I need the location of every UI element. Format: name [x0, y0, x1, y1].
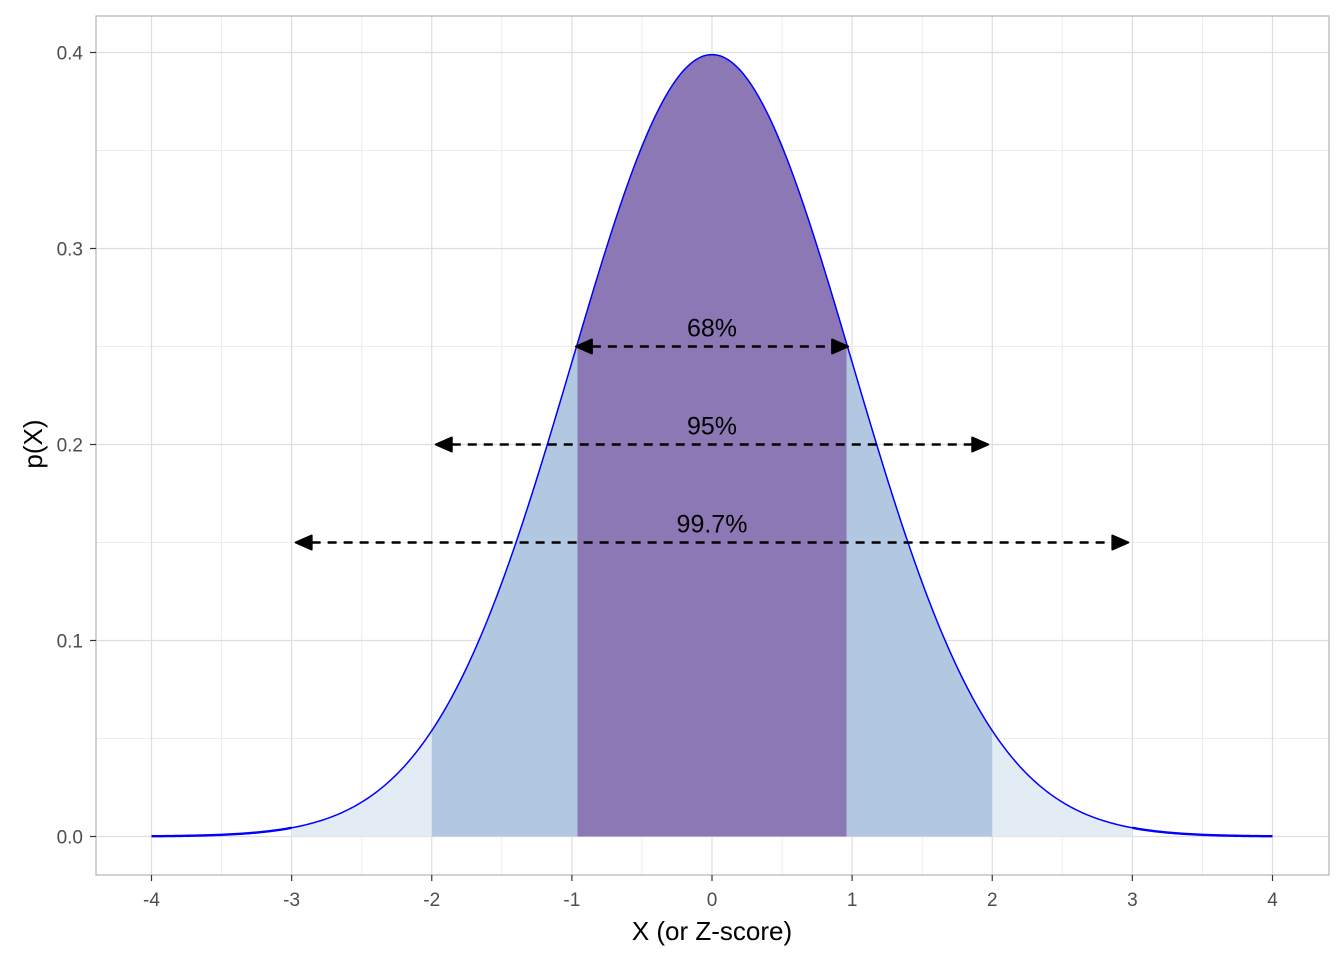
y-tick-label: 0.3 [57, 240, 83, 261]
density-curve-tail-2 [1132, 826, 1273, 838]
annotation-label-1: 68% [687, 315, 737, 343]
x-tick-label: -4 [143, 890, 160, 911]
y-tick-label: 0.2 [57, 436, 83, 457]
y-axis-title: p(X) [18, 419, 48, 468]
x-tick-label: 0 [707, 890, 718, 911]
y-tick-label: 0.4 [57, 44, 84, 65]
annotation-arrowhead-right-2 [971, 436, 990, 453]
x-tick-label: -2 [423, 890, 440, 911]
annotation-label-2: 95% [687, 413, 737, 441]
annotation-arrowhead-left-3 [294, 534, 313, 551]
annotation-label-3: 99.7% [677, 511, 748, 539]
density-curve-tail-1 [151, 826, 292, 838]
x-tick-label: -1 [563, 890, 580, 911]
x-tick-label: 1 [847, 890, 858, 911]
x-axis-title: X (or Z-score) [632, 916, 792, 946]
y-axis: 0.0 0.1 0.2 0.3 0.4 [57, 44, 96, 849]
y-tick-label: 0.0 [57, 828, 83, 849]
y-tick-label: 0.1 [57, 632, 83, 653]
density-curve-layer [151, 53, 1273, 838]
x-tick-label: 4 [1267, 890, 1278, 911]
annotation-arrowhead-right-3 [1111, 534, 1130, 551]
annotation-arrowhead-left-1 [574, 338, 593, 355]
x-axis: -4 -3 -2 -1 0 1 2 3 4 [143, 875, 1278, 911]
x-tick-label: 3 [1127, 890, 1138, 911]
x-tick-label: -3 [283, 890, 300, 911]
annotation-arrowhead-left-2 [434, 436, 453, 453]
annotation-arrowhead-right-1 [831, 338, 850, 355]
density-curve [151, 53, 1273, 837]
annotations: 68% 95% 99.7% [294, 315, 1130, 551]
x-tick-label: 2 [987, 890, 998, 911]
